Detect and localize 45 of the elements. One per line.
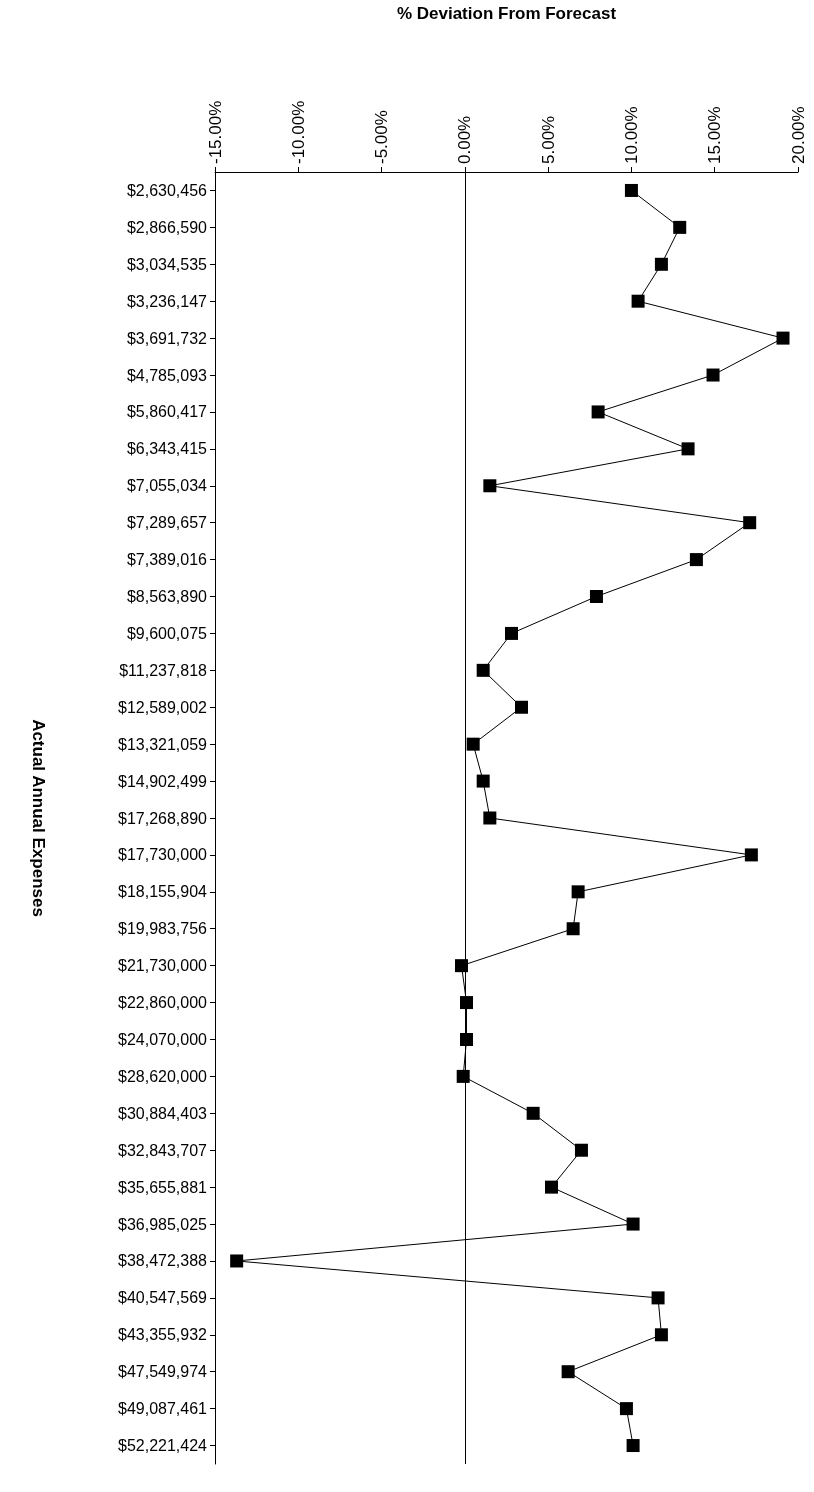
y-tick-label: $9,600,075 [126, 624, 208, 642]
y-tick-label: $2,630,456 [126, 181, 208, 199]
y-tick-label: $32,843,707 [118, 1141, 208, 1159]
y-tick-label: $7,055,034 [126, 477, 208, 495]
x-tick-label: 5.00% [538, 115, 558, 164]
y-tick-label: $47,549,974 [118, 1363, 208, 1381]
y-tick-label: $6,343,415 [126, 440, 208, 458]
x-tick-label: 15.00% [705, 106, 725, 164]
y-tick-label: $3,034,535 [126, 255, 208, 273]
x-tick-label: 20.00% [788, 106, 808, 164]
y-tick-label: $11,237,818 [119, 661, 208, 679]
y-tick-label: $30,884,403 [118, 1104, 208, 1122]
y-tick-label: $35,655,881 [118, 1178, 208, 1196]
y-tick-label: $28,620,000 [118, 1067, 208, 1085]
y-tick-label: $43,355,932 [118, 1326, 208, 1344]
y-axis-title: Actual Annual Expenses [29, 719, 48, 917]
x-tick-label: 10.00% [621, 106, 641, 164]
y-tick-label: $2,866,590 [126, 218, 208, 236]
y-tick-label: $49,087,461 [118, 1400, 208, 1418]
y-tick-label: $5,860,417 [126, 403, 208, 421]
y-tick-label: $14,902,499 [118, 772, 208, 790]
y-tick-label: $7,389,016 [126, 551, 208, 569]
y-tick-label: $21,730,000 [118, 957, 208, 975]
y-tick-label: $17,268,890 [118, 809, 208, 827]
y-tick-label: $24,070,000 [118, 1030, 208, 1048]
x-axis-title: % Deviation From Forecast [396, 4, 617, 23]
y-tick-label: $4,785,093 [126, 366, 208, 384]
x-tick-label: -15.00% [205, 100, 225, 164]
x-tick-label: 0.00% [455, 115, 475, 164]
y-tick-label: $18,155,904 [118, 883, 208, 901]
y-tick-label: $7,289,657 [126, 514, 208, 532]
y-tick-label: $38,472,388 [118, 1252, 208, 1270]
y-tick-label: $40,547,569 [118, 1289, 208, 1307]
y-tick-label: $8,563,890 [126, 588, 208, 606]
y-tick-label: $52,221,424 [118, 1437, 208, 1455]
y-tick-label: $3,236,147 [126, 292, 208, 310]
y-tick-label: $12,589,002 [118, 698, 208, 716]
y-tick-label: $22,860,000 [118, 994, 208, 1012]
y-tick-label: $19,983,756 [118, 920, 208, 938]
y-tick-label: $3,691,732 [126, 329, 208, 347]
y-tick-label: $36,985,025 [118, 1215, 208, 1233]
y-tick-label: $13,321,059 [118, 735, 208, 753]
x-tick-label: -10.00% [288, 100, 308, 164]
x-tick-label: -5.00% [372, 110, 392, 164]
y-tick-label: $17,730,000 [118, 846, 208, 864]
